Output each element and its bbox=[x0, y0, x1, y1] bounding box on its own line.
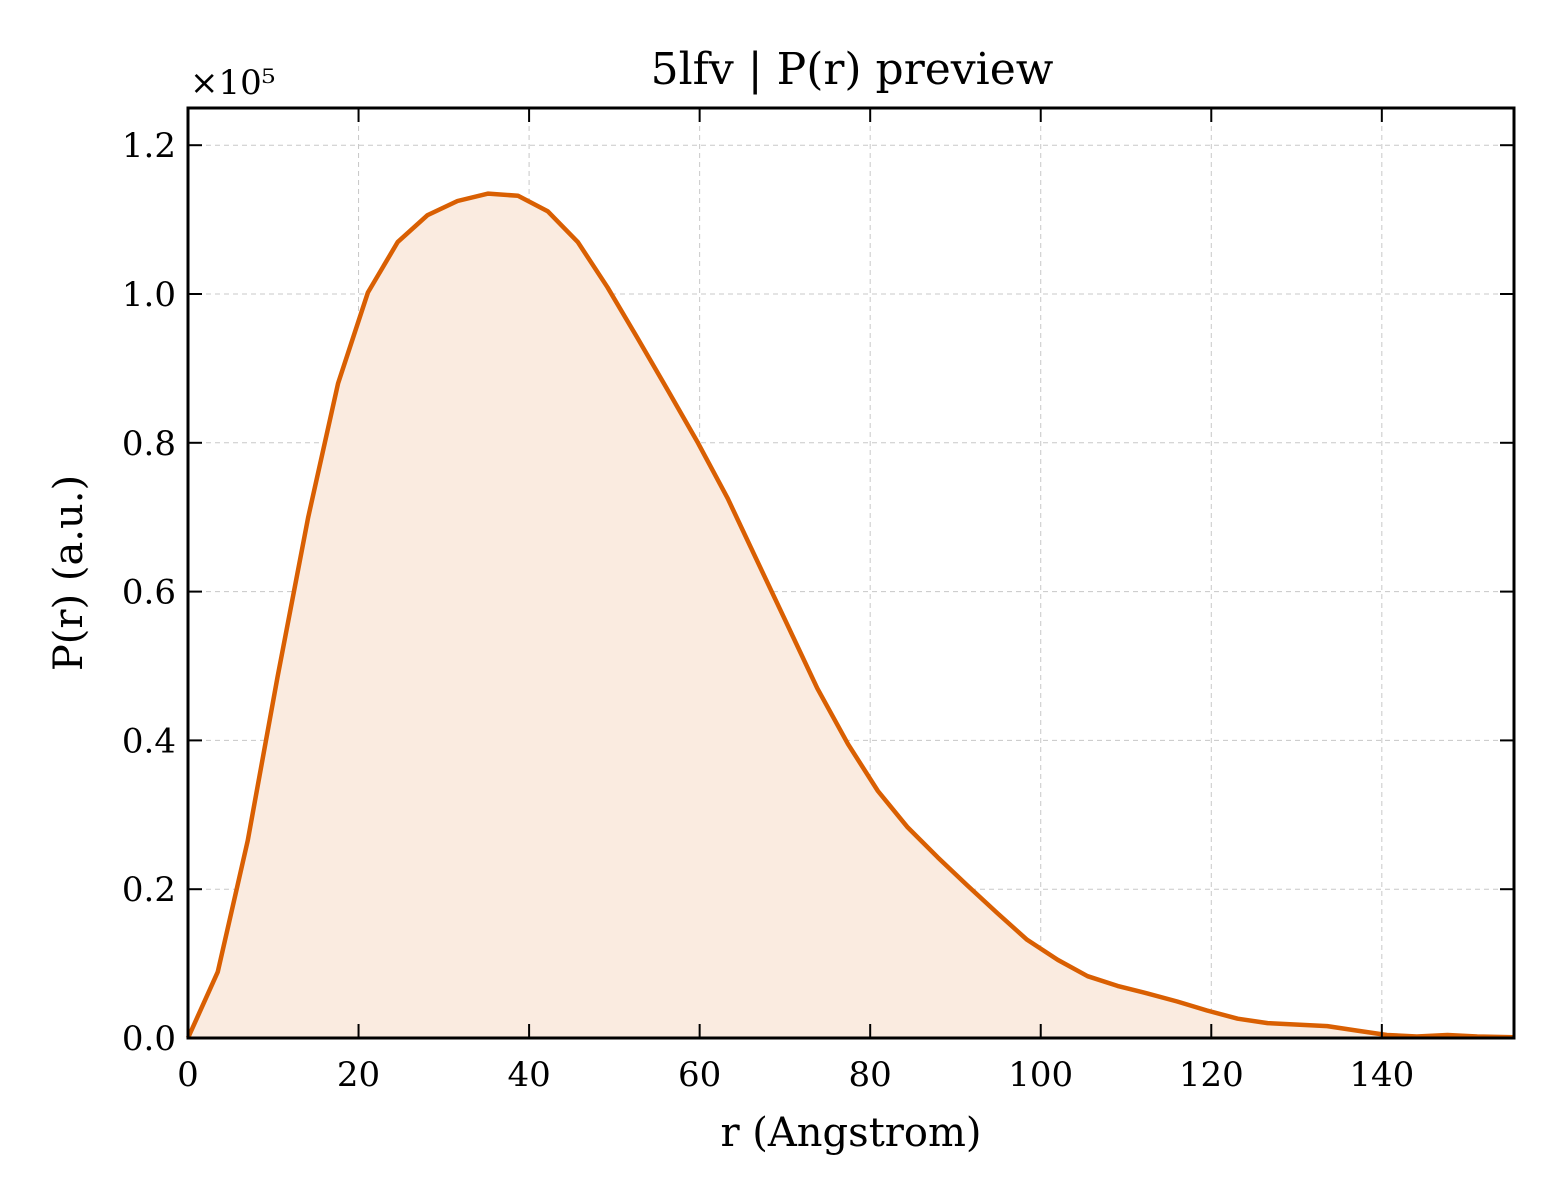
axis-ticks bbox=[187, 108, 1514, 1039]
x-tick-label: 140 bbox=[1349, 1055, 1414, 1095]
x-tick-label: 20 bbox=[337, 1055, 380, 1095]
chart-title: 5lfv | P(r) preview bbox=[651, 44, 1054, 95]
tick-labels: 0 20 40 60 80 100 120 140 0.0 0.2 0.4 0.6 0.8 1.0 1.2 bbox=[122, 126, 1414, 1095]
pr-series-line bbox=[185, 191, 1515, 1040]
y-tick-label: 0.4 bbox=[122, 721, 176, 761]
x-tick-label: 120 bbox=[1179, 1055, 1244, 1095]
x-axis-label: r (Angstrom) bbox=[720, 1110, 981, 1156]
x-tick-label: 100 bbox=[1008, 1055, 1073, 1095]
pr-area-fill bbox=[188, 193, 1514, 1039]
x-tick-label: 40 bbox=[507, 1055, 550, 1095]
y-tick-label: 0.8 bbox=[122, 424, 176, 464]
y-tick-label: 0.6 bbox=[122, 573, 176, 613]
x-tick-label: 80 bbox=[849, 1055, 892, 1095]
y-multiplier-label: ×10⁵ bbox=[190, 63, 275, 103]
y-tick-label: 1.2 bbox=[122, 126, 176, 166]
y-tick-label: 1.0 bbox=[122, 275, 176, 315]
x-tick-label: 0 bbox=[177, 1055, 199, 1095]
y-axis-label: P(r) (a.u.) bbox=[46, 475, 92, 671]
x-tick-label: 60 bbox=[678, 1055, 721, 1095]
y-tick-label: 0.0 bbox=[122, 1019, 176, 1059]
plot-frame bbox=[186, 106, 1516, 1040]
y-tick-label: 0.2 bbox=[122, 870, 176, 910]
